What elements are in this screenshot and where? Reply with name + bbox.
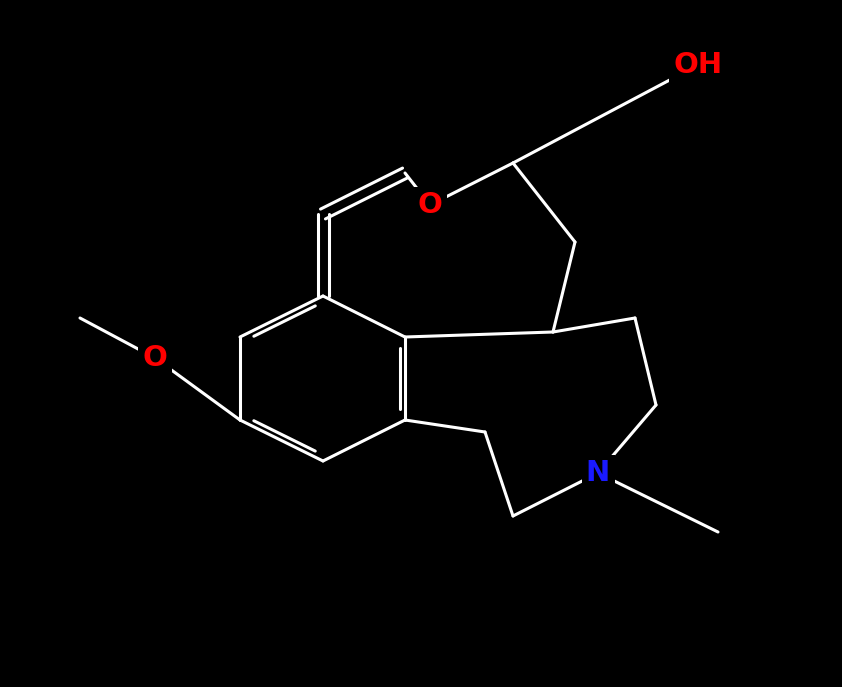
Text: O: O [142,344,168,372]
Text: N: N [586,459,610,487]
Text: OH: OH [674,51,722,79]
Text: O: O [418,191,442,219]
